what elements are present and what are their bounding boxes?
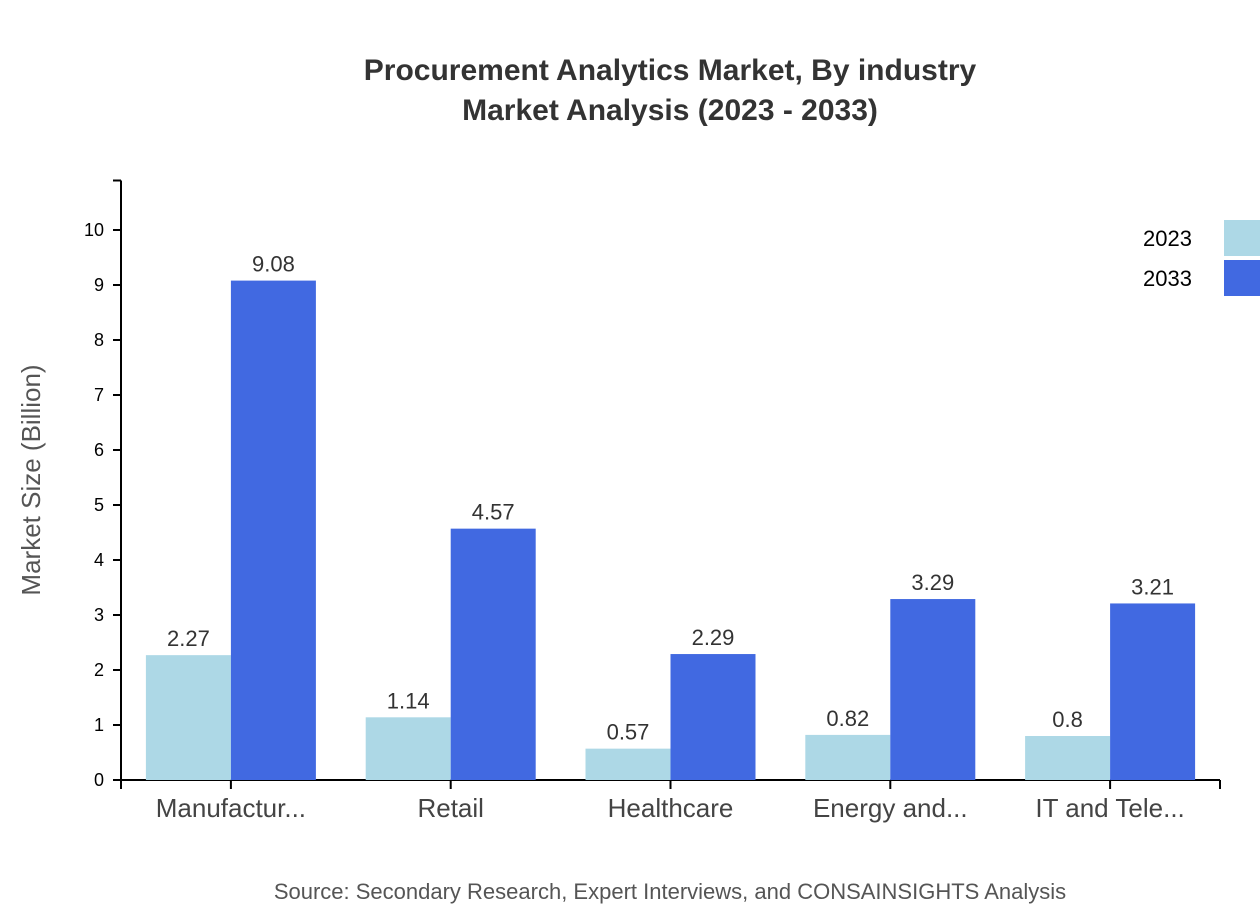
x-tick-label: Retail [417,793,483,823]
bar-2033 [890,599,976,780]
y-tick-label: 0 [94,770,104,790]
data-label: 3.29 [911,570,954,595]
data-label: 0.8 [1052,707,1083,732]
chart-title-line-2: Market Analysis (2023 - 2033) [462,94,878,127]
y-axis-label: Market Size (Billion) [16,364,46,595]
bar-2023 [585,748,671,780]
data-label: 0.57 [607,720,650,745]
y-tick-label: 2 [94,660,104,680]
data-label: 2.27 [167,626,210,651]
y-tick-label: 4 [94,550,104,570]
bar-2023 [145,655,231,780]
y-tick-label: 6 [94,440,104,460]
data-label: 9.08 [252,252,295,277]
data-label: 0.82 [826,706,869,731]
x-tick-label: Manufactur... [156,793,306,823]
bar-2033 [450,528,536,780]
x-tick-label: IT and Tele... [1035,793,1184,823]
legend-swatch-2023 [1224,220,1260,256]
data-label: 2.29 [692,625,735,650]
y-tick-label: 3 [94,605,104,625]
legend-label-2033: 2033 [1143,266,1192,291]
x-tick-label: Energy and... [813,793,968,823]
bar-2033 [230,280,316,780]
data-label: 4.57 [472,500,515,525]
x-tick-label: Healthcare [608,793,734,823]
legend-label-2023: 2023 [1143,226,1192,251]
bar-2023 [365,717,451,780]
legend-swatch-2033 [1224,260,1260,296]
bar-2023 [1025,736,1111,780]
bar-2033 [670,654,756,780]
y-tick-label: 5 [94,495,104,515]
bar-2023 [805,734,891,780]
y-tick-label: 1 [94,715,104,735]
y-tick-label: 8 [94,330,104,350]
y-tick-label: 10 [84,220,104,240]
bar-2033 [1110,603,1196,780]
y-tick-label: 9 [94,275,104,295]
y-tick-label: 7 [94,385,104,405]
chart-title-line-1: Procurement Analytics Market, By industr… [364,54,977,87]
data-label: 1.14 [387,688,430,713]
data-label: 3.21 [1131,574,1174,599]
source-note: Source: Secondary Research, Expert Inter… [274,879,1066,904]
